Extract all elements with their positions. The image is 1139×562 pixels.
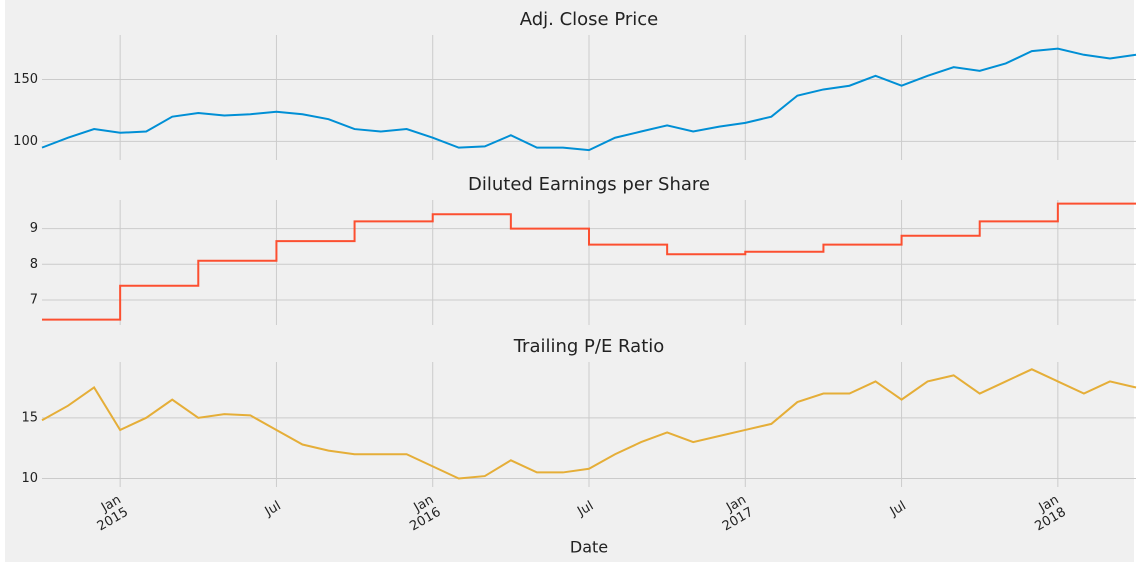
x-tick-label: Jul bbox=[574, 498, 596, 519]
tick-line: Jul bbox=[261, 498, 283, 519]
y-tick-label: 150 bbox=[13, 72, 38, 87]
panel-title: Diluted Earnings per Share bbox=[468, 174, 710, 195]
tick-line: Jul bbox=[887, 498, 909, 519]
x-tick-label: Jul bbox=[887, 498, 909, 519]
y-tick-label: 9 bbox=[30, 221, 38, 236]
tick-line: Jul bbox=[574, 498, 596, 519]
series-line bbox=[41, 47, 1137, 152]
y-tick-label: 7 bbox=[30, 293, 38, 308]
panel-title: Adj. Close Price bbox=[520, 9, 659, 30]
background bbox=[5, 0, 1134, 562]
y-tick-label: 15 bbox=[21, 410, 38, 425]
y-tick-label: 10 bbox=[21, 471, 38, 486]
series-line bbox=[42, 202, 1136, 321]
y-tick-label: 8 bbox=[30, 257, 38, 272]
x-tick-label: Jul bbox=[261, 498, 283, 519]
y-tick-label: 100 bbox=[13, 134, 38, 149]
panel-title: Trailing P/E Ratio bbox=[513, 336, 665, 357]
series-line bbox=[41, 368, 1137, 480]
x-axis-label: Date bbox=[570, 538, 608, 557]
